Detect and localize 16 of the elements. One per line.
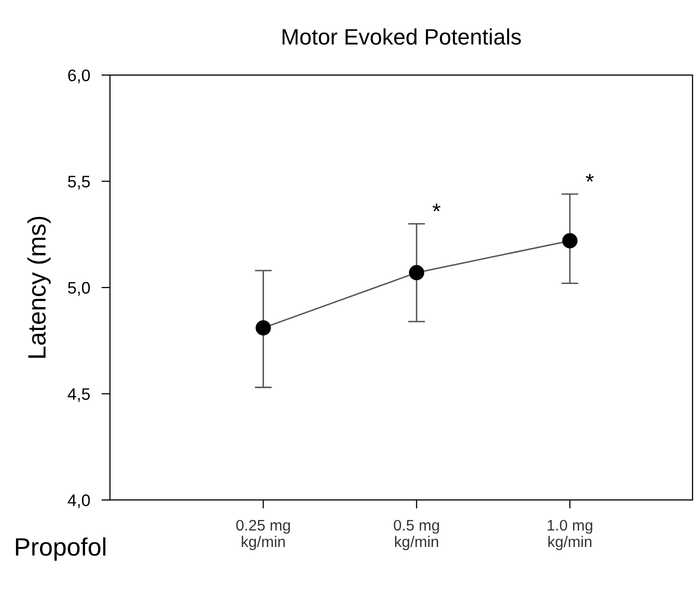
y-tick-label: 5,5	[68, 176, 90, 190]
point	[256, 320, 271, 336]
y-tick-label: 4,0	[68, 494, 90, 508]
point	[408, 265, 424, 280]
annotation: *	[432, 204, 440, 212]
y-tick-label: 6,0	[68, 69, 90, 84]
text: Propofol	[16, 537, 106, 561]
x-tick-label: 0.5 mg kg/min	[394, 520, 439, 550]
point	[562, 233, 578, 248]
y-axis-title: Latency (ms)	[27, 216, 51, 358]
annotation: *	[586, 174, 594, 182]
y-tick-label: 4,5	[68, 388, 90, 402]
y-tick-label: 5,0	[68, 282, 90, 296]
x-tick-label: 0.25 mg kg/min	[236, 520, 290, 550]
x-tick-label: 1.0 mg kg/min	[548, 520, 592, 550]
chart-title: Motor Evoked Potentials	[282, 28, 521, 45]
